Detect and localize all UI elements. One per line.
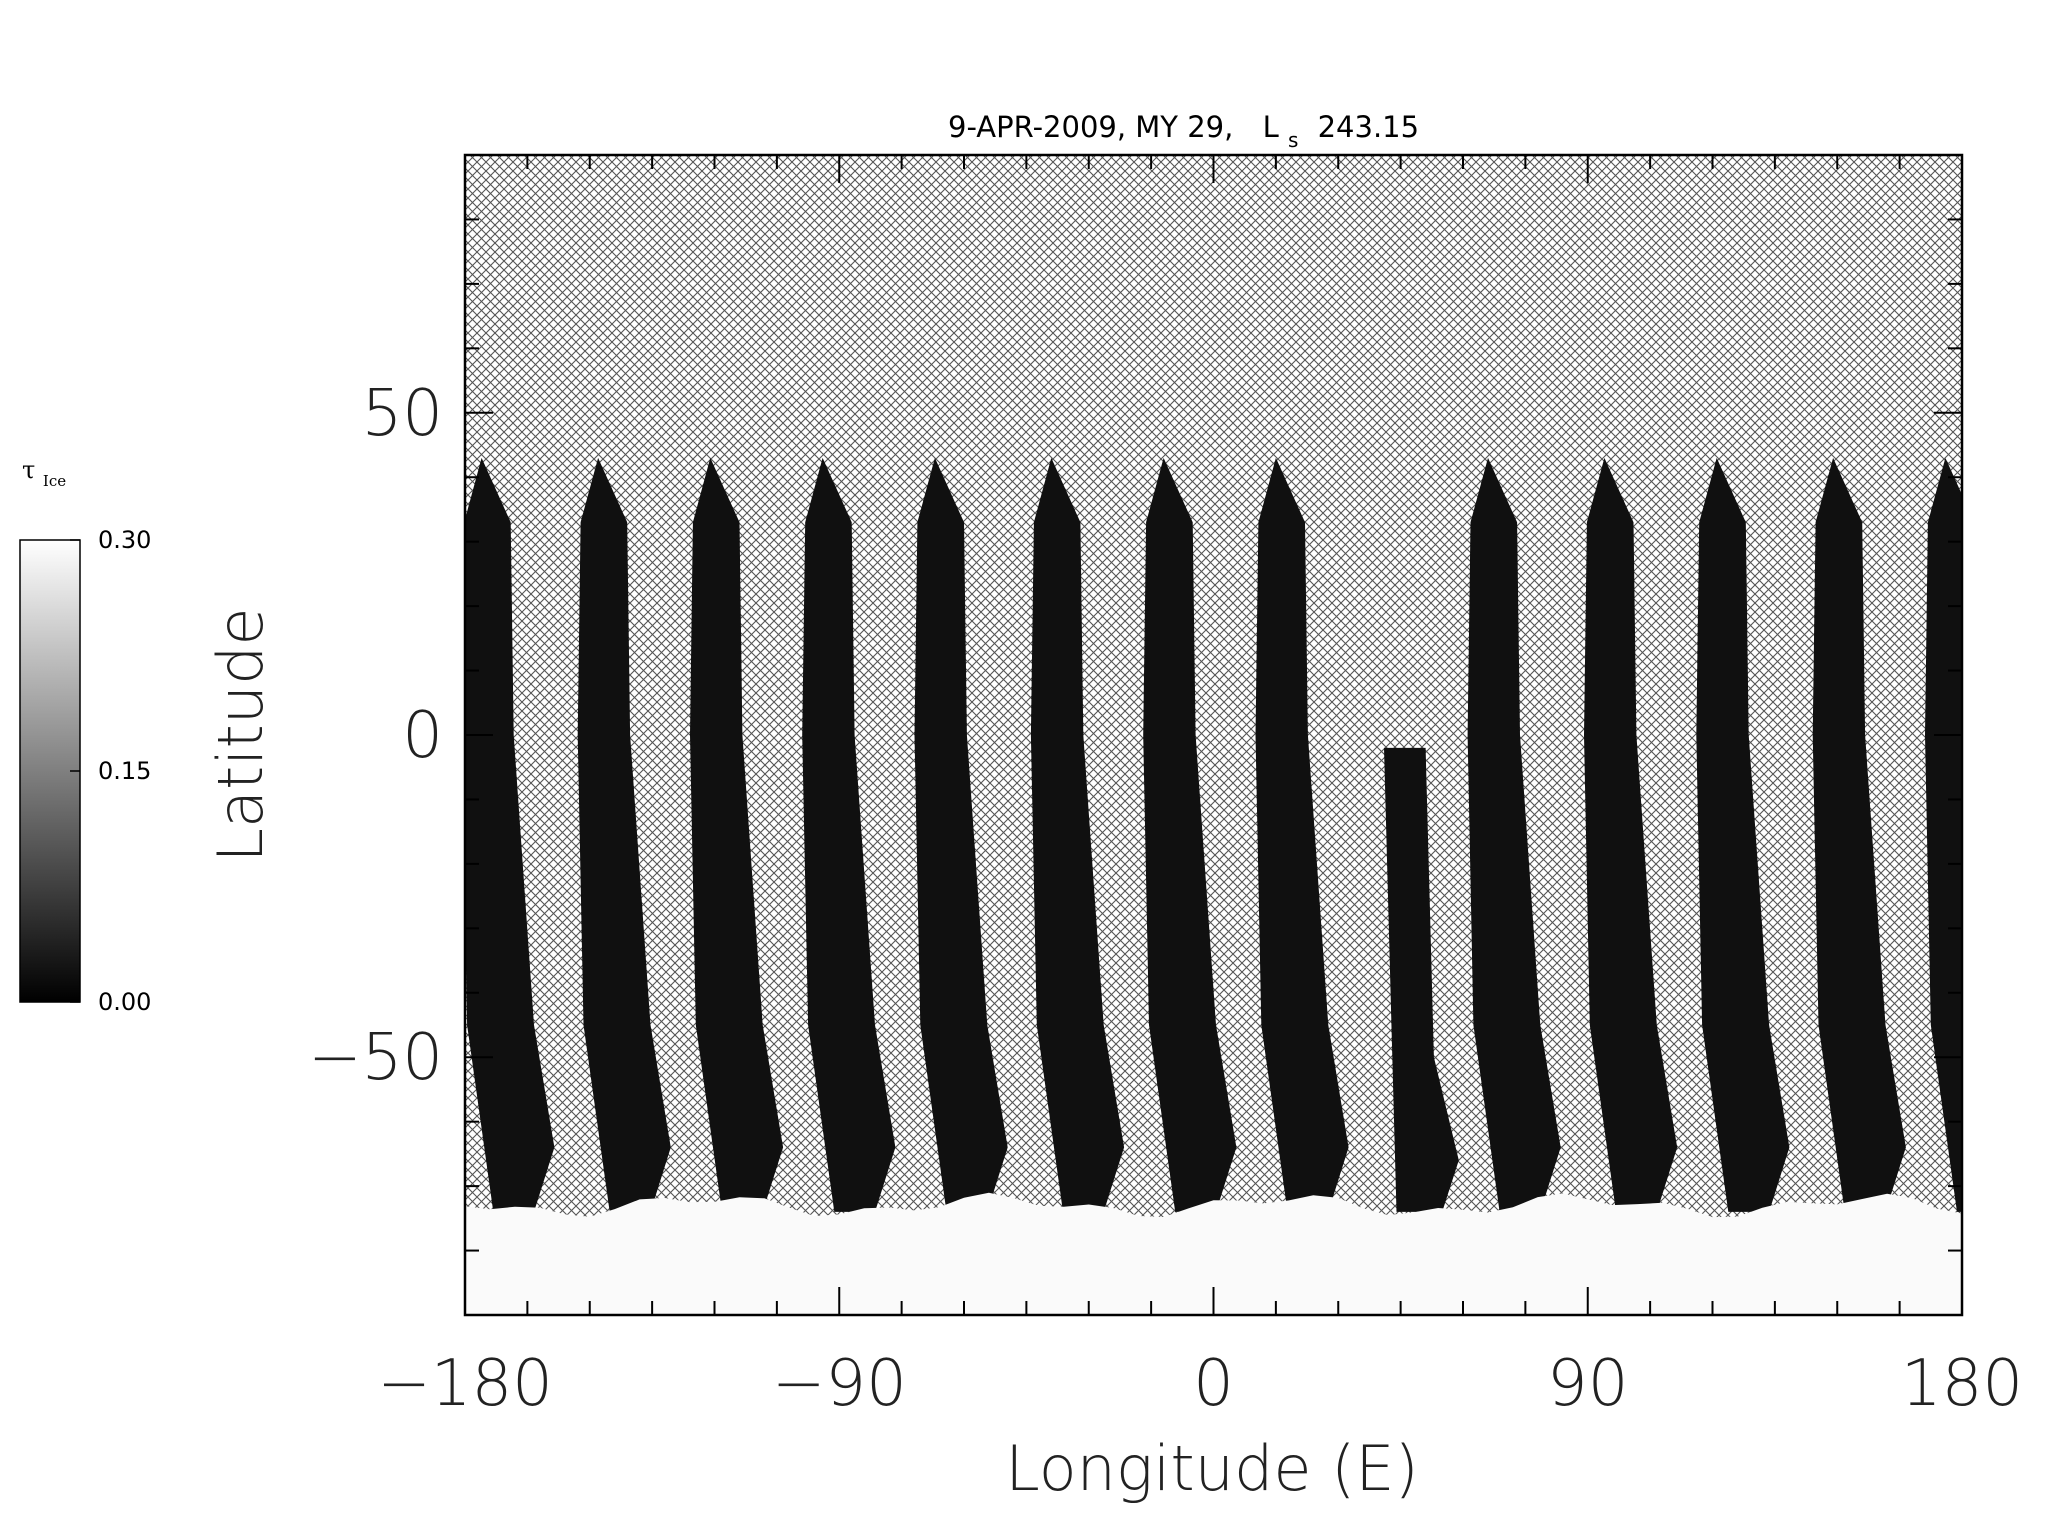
colorbar-label-symbol: τ: [22, 456, 35, 484]
colorbar: τ Ice 0.30 0.15 0.00: [19, 456, 151, 1016]
polar-cap: [465, 1192, 1962, 1315]
y-tick-label: 0: [402, 699, 443, 773]
colorbar-tick-label: 0.15: [98, 757, 151, 785]
x-tick-label: 90: [1547, 1347, 1628, 1421]
title-ls-value: 243.15: [1318, 110, 1419, 144]
x-tick-label: 180: [1901, 1347, 2023, 1421]
orbit-swaths: [465, 457, 1962, 1212]
plot-area: [465, 155, 1962, 1315]
title-date: 9-APR-2009, MY 29,: [948, 110, 1233, 144]
y-tick-label: 50: [362, 377, 443, 451]
x-axis-label: Longitude (E): [1005, 1432, 1418, 1505]
orbit-swath-10: [1584, 457, 1678, 1212]
x-tick-label: −180: [377, 1347, 553, 1421]
colorbar-ticks: 0.30 0.15 0.00: [70, 526, 151, 1016]
orbit-swath-5: [914, 457, 1008, 1212]
colorbar-tick-label: 0.00: [98, 988, 151, 1016]
orbit-swath-2: [577, 457, 671, 1212]
polar-cap-region: [465, 1192, 1962, 1315]
orbit-swath-6: [1030, 457, 1125, 1212]
orbit-swath-11: [1696, 457, 1790, 1212]
orbit-swath-8: [1255, 457, 1349, 1212]
y-axis-label: Latitude: [204, 607, 277, 862]
title-ls-symbol: L: [1263, 110, 1279, 144]
partial-swath: [1384, 747, 1459, 1212]
orbit-swath-9: [1467, 457, 1561, 1212]
orbit-swath-12: [1812, 457, 1906, 1212]
x-tick-label: 0: [1193, 1347, 1234, 1421]
colorbar-label: τ Ice: [22, 456, 66, 490]
orbit-swath-7: [1143, 457, 1237, 1212]
y-tick-label: −50: [308, 1021, 443, 1095]
colorbar-tick-label: 0.30: [98, 526, 151, 554]
orbit-swath-1: [465, 457, 555, 1212]
title-ls-subscript: s: [1288, 128, 1298, 152]
orbit-swath-3: [690, 457, 784, 1212]
chart-title: 9-APR-2009, MY 29, L s 243.15: [948, 110, 1419, 154]
orbit-swath-13: [1925, 457, 1962, 1212]
orbit-swath-4: [802, 457, 896, 1212]
colorbar-label-subscript: Ice: [43, 472, 66, 490]
x-tick-label: −90: [772, 1347, 907, 1421]
axes: −180 −90 0 90 180 50 0 −50: [308, 153, 2023, 1421]
